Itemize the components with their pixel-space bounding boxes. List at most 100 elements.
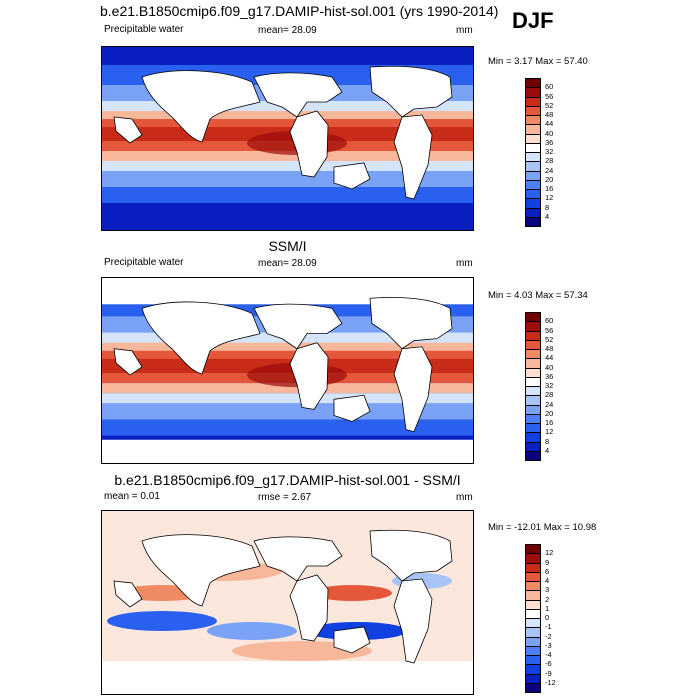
colorbar-box (525, 571, 541, 581)
colorbar-tick-label: 4 (545, 576, 550, 585)
pw-band (102, 342, 473, 353)
colorbar-box (525, 170, 541, 180)
colorbar-tick-label: 12 (545, 427, 554, 437)
colorbar-box (525, 321, 541, 331)
colorbar-box (525, 664, 541, 674)
panel-1-title: b.e21.B1850cmip6.f09_g17.DAMIP-hist-sol.… (100, 3, 499, 19)
colorbar-box (525, 179, 541, 189)
colorbar-box (525, 358, 541, 368)
colorbar-tick-label: 60 (545, 316, 554, 326)
panel-2-units: mm (456, 258, 473, 269)
continent-outline (369, 529, 453, 582)
panel-2-mean: mean= 28.09 (258, 258, 317, 269)
colorbar-tick-label: 9 (545, 557, 550, 567)
colorbar-tick-label: 56 (545, 91, 554, 101)
colorbar-tick-label: 24 (545, 165, 554, 175)
colorbar-tick-label: 36 (545, 371, 554, 381)
colorbar-tick-label: 12 (545, 548, 554, 558)
panel-1-variable: Precipitable water (104, 24, 184, 35)
colorbar-box (525, 544, 541, 554)
colorbar-box (525, 142, 541, 152)
panel-2-title: SSM/I (268, 238, 307, 254)
colorbar-box (525, 432, 541, 442)
colorbar-box (525, 645, 541, 655)
colorbar-box (525, 367, 541, 377)
panel-3-rmse: rmse = 2.67 (258, 492, 312, 503)
continent-outline (113, 348, 143, 376)
panel-3-title: b.e21.B1850cmip6.f09_g17.DAMIP-hist-sol.… (114, 472, 461, 488)
panel-1-units: mm (456, 25, 473, 36)
anomaly-region (107, 611, 217, 631)
pw-band (102, 419, 473, 438)
panel-3-units: mm (456, 492, 473, 503)
colorbar-box (525, 87, 541, 97)
panel-1-mean: mean= 28.09 (258, 25, 317, 36)
colorbar-box (525, 404, 541, 414)
colorbar-tick-label: 28 (545, 156, 554, 166)
colorbar-box (525, 423, 541, 433)
colorbar-tick-label: 20 (545, 408, 554, 418)
colorbar-tick-label: 36 (545, 137, 554, 147)
continent-outline (289, 574, 329, 642)
colorbar-box (525, 216, 541, 227)
colorbar-tick-label: -2 (545, 631, 552, 641)
no-data-band (102, 661, 473, 694)
colorbar-box (525, 161, 541, 171)
panel-2-minmax: Min = 4.03 Max = 57.34 (488, 290, 588, 301)
colorbar-tick-label: 32 (545, 381, 554, 390)
colorbar-box (525, 312, 541, 322)
colorbar-box (525, 636, 541, 646)
colorbar-tick-label: 4 (545, 445, 550, 455)
colorbar-tick-label: 44 (545, 119, 554, 129)
colorbar-tick-label: 32 (545, 147, 554, 156)
colorbar-tick-label: 8 (545, 436, 550, 446)
colorbar-box (525, 553, 541, 563)
colorbar-box (525, 590, 541, 600)
season-label: DJF (512, 8, 554, 33)
colorbar-box (525, 376, 541, 386)
panel-3-colorbar: -12 -9 -6 -4 -3 -2 -1 0 1 2 3 4 6 9 12 (525, 544, 556, 693)
pw-band (102, 187, 473, 205)
continent-outline (333, 626, 371, 654)
anomaly-region (312, 585, 392, 601)
continent-outline (141, 301, 261, 375)
colorbar-tick-label: 2 (545, 594, 550, 604)
colorbar-box (525, 599, 541, 609)
colorbar-box (525, 96, 541, 106)
colorbar-tick-label: 44 (545, 353, 554, 363)
colorbar-tick-label: -6 (545, 659, 552, 669)
colorbar-box (525, 682, 541, 693)
pw-band (102, 119, 473, 129)
continent-outline (369, 297, 453, 350)
colorbar-tick-label: -3 (545, 640, 552, 650)
anomaly-region (207, 622, 297, 640)
colorbar-box (525, 339, 541, 349)
pw-band (102, 403, 473, 420)
continent-outline (113, 580, 143, 608)
continent-outline (113, 116, 143, 144)
colorbar-box (525, 189, 541, 199)
continent-outline (141, 70, 261, 143)
colorbar-tick-label: 48 (545, 110, 554, 119)
colorbar-box (525, 655, 541, 665)
continent-outline (393, 578, 433, 664)
colorbar-box (525, 413, 541, 423)
pw-band (102, 151, 473, 161)
colorbar-tick-label: 28 (545, 390, 554, 400)
panel-2-variable: Precipitable water (104, 257, 184, 268)
colorbar-box (525, 124, 541, 134)
colorbar-box (525, 581, 541, 591)
panel-1-colorbar: 4 8 12 16 20 24 28 32 36 40 44 48 52 56 60 (525, 78, 553, 227)
colorbar-tick-label: 52 (545, 100, 554, 110)
panel-3-map (101, 510, 474, 695)
colorbar-box (525, 78, 541, 88)
colorbar-tick-label: -9 (545, 668, 552, 678)
colorbar-tick-label: 40 (545, 128, 554, 138)
colorbar-tick-label: 56 (545, 325, 554, 335)
panel-2-colorbar: 4 8 12 16 20 24 28 32 36 40 44 48 52 56 60 (525, 312, 553, 461)
colorbar-tick-label: 20 (545, 174, 554, 184)
colorbar-tick-label: 60 (545, 82, 554, 92)
pw-band (102, 47, 473, 67)
colorbar-tick-label: 8 (545, 202, 550, 212)
colorbar-tick-label: 1 (545, 603, 550, 613)
